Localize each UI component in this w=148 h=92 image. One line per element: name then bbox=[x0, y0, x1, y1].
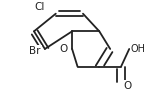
Text: OH: OH bbox=[131, 44, 146, 54]
Text: O: O bbox=[123, 81, 131, 91]
Text: Br: Br bbox=[29, 46, 41, 56]
Text: Cl: Cl bbox=[34, 2, 45, 12]
Text: O: O bbox=[59, 44, 67, 54]
